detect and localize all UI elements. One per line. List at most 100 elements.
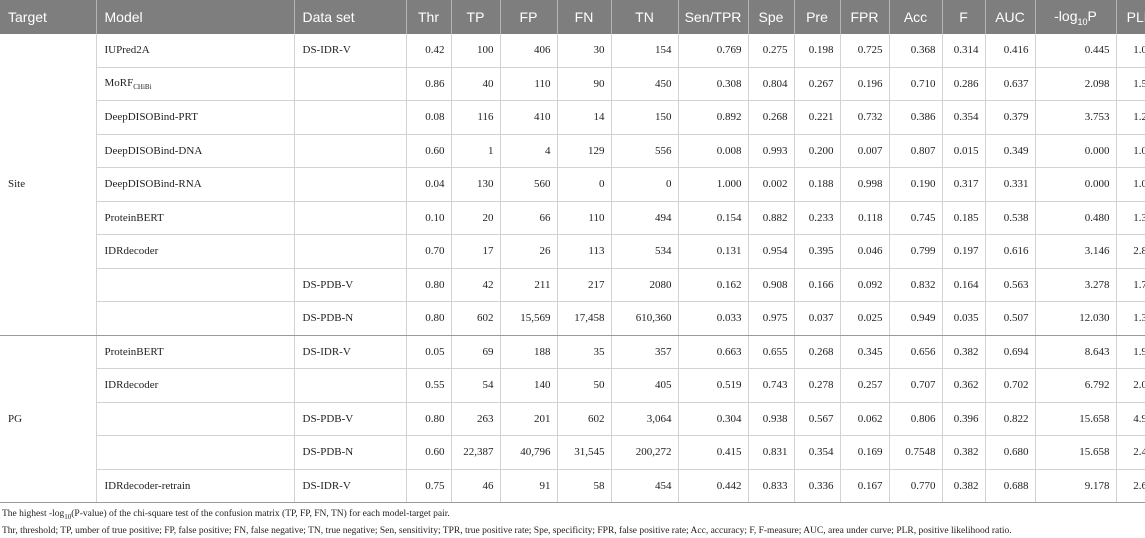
cell-model: ProteinBERT [96, 335, 295, 369]
cell-sen: 0.442 [678, 469, 749, 503]
cell-dataset: DS-IDR-V [294, 335, 407, 369]
cell-target: PG [0, 335, 97, 503]
cell-model [96, 435, 295, 470]
cell-f: 0.197 [942, 234, 986, 269]
cell-plr: 1.061 [1116, 34, 1145, 68]
cell-plr: 2.817 [1116, 234, 1145, 269]
table-row: DeepDISOBind-DNA 0.60 1 4 129 556 0.008 0.993 0.… [0, 134, 1145, 168]
cell-fpr: 0.007 [840, 134, 890, 168]
cell-fp: 560 [500, 167, 558, 202]
cell-spe: 0.743 [748, 368, 795, 403]
cell-model-name: DeepDISOBind-DNA [104, 144, 203, 157]
cell-spe: 0.804 [748, 67, 795, 101]
cell-fn: 50 [557, 368, 612, 403]
cell-tp: 69 [451, 335, 501, 369]
cell-fn: 90 [557, 67, 612, 101]
cell-tn: 154 [611, 34, 679, 68]
cell-tn: 494 [611, 201, 679, 235]
cell-fn: 602 [557, 402, 612, 436]
cell-acc: 0.7548 [889, 435, 943, 470]
cell-thr: 0.70 [406, 234, 452, 269]
header-logp-suffix: P [1087, 7, 1097, 24]
cell-logp: 8.643 [1035, 335, 1117, 369]
cell-tp: 42 [451, 268, 501, 302]
cell-thr: 0.55 [406, 368, 452, 403]
cell-model: IDRdecoder-retrain [96, 469, 295, 503]
cell-logp: 0.445 [1035, 34, 1117, 68]
cell-sen: 0.892 [678, 100, 749, 135]
cell-dataset [294, 234, 407, 269]
header-sen: Sen/TPR [678, 0, 749, 34]
table-row: DS-PDB-N 0.80 602 15,569 17,458 610,360 0.033 0… [0, 301, 1145, 336]
cell-f: 0.382 [942, 469, 986, 503]
cell-dataset [294, 67, 407, 101]
cell-spe: 0.831 [748, 435, 795, 470]
cell-logp: 3.146 [1035, 234, 1117, 269]
cell-fpr: 0.169 [840, 435, 890, 470]
cell-acc: 0.832 [889, 268, 943, 302]
cell-pre: 0.198 [794, 34, 841, 68]
cell-sen: 0.308 [678, 67, 749, 101]
header-fn: FN [557, 0, 612, 34]
header-dataset: Data set [294, 0, 407, 34]
cell-fn: 14 [557, 100, 612, 135]
cell-fp: 66 [500, 201, 558, 235]
cell-fpr: 0.062 [840, 402, 890, 436]
cell-model: ProteinBERT [96, 201, 295, 235]
cell-f: 0.164 [942, 268, 986, 302]
table-row: DS-PDB-V 0.80 42 211 217 2080 0.162 0.908 0.166 0… [0, 268, 1145, 302]
cell-fp: 410 [500, 100, 558, 135]
header-tn: TN [611, 0, 679, 34]
cell-spe: 0.938 [748, 402, 795, 436]
cell-sen: 0.162 [678, 268, 749, 302]
cell-pre: 0.200 [794, 134, 841, 168]
cell-tn: 610,360 [611, 301, 679, 336]
cell-tp: 116 [451, 100, 501, 135]
cell-plr: 1.923 [1116, 335, 1145, 369]
cell-acc: 0.386 [889, 100, 943, 135]
footnote-significance: The highest -log10(P-value) of the chi-s… [2, 507, 1145, 524]
cell-tp: 22,387 [451, 435, 501, 470]
cell-logp: 0.000 [1035, 134, 1117, 168]
table-row: IDRdecoder 0.70 17 26 113 534 0.131 0.954 0.395 0… [0, 234, 1145, 269]
cell-sen: 0.415 [678, 435, 749, 470]
cell-model-name: IUPred2A [104, 44, 150, 57]
cell-sen: 0.304 [678, 402, 749, 436]
cell-fn: 30 [557, 34, 612, 68]
cell-pre: 0.567 [794, 402, 841, 436]
cell-plr: 2.453 [1116, 435, 1145, 470]
cell-pre: 0.233 [794, 201, 841, 235]
cell-acc: 0.799 [889, 234, 943, 269]
header-plr: PLR [1116, 0, 1145, 34]
cell-tn: 454 [611, 469, 679, 503]
cell-fp: 26 [500, 234, 558, 269]
cell-f: 0.382 [942, 335, 986, 369]
cell-plr: 1.305 [1116, 201, 1145, 235]
cell-dataset [294, 201, 407, 235]
cell-tp: 130 [451, 167, 501, 202]
results-table: Target Model Data set Thr TP FP FN TN Se… [0, 0, 1145, 503]
cell-thr: 0.05 [406, 335, 452, 369]
cell-sen: 0.131 [678, 234, 749, 269]
cell-auc: 0.563 [985, 268, 1036, 302]
cell-fpr: 0.345 [840, 335, 890, 369]
cell-acc: 0.656 [889, 335, 943, 369]
cell-pre: 0.395 [794, 234, 841, 269]
cell-sen: 0.663 [678, 335, 749, 369]
cell-fpr: 0.732 [840, 100, 890, 135]
cell-acc: 0.190 [889, 167, 943, 202]
cell-model [96, 268, 295, 302]
cell-logp: 15.658 [1035, 402, 1117, 436]
header-row: Target Model Data set Thr TP FP FN TN Se… [0, 0, 1145, 34]
header-logp-sub: 10 [1077, 16, 1088, 27]
header-fpr: FPR [840, 0, 890, 34]
cell-model: IUPred2A [96, 34, 295, 68]
cell-logp: 3.753 [1035, 100, 1117, 135]
cell-logp: 0.000 [1035, 167, 1117, 202]
table-body: Site IUPred2A DS-IDR-V 0.42 100 406 30 154 0.769… [0, 34, 1145, 503]
cell-plr: 1.077 [1116, 134, 1145, 168]
cell-fp: 201 [500, 402, 558, 436]
header-f: F [942, 0, 986, 34]
cell-tp: 100 [451, 34, 501, 68]
cell-fn: 17,458 [557, 301, 612, 336]
